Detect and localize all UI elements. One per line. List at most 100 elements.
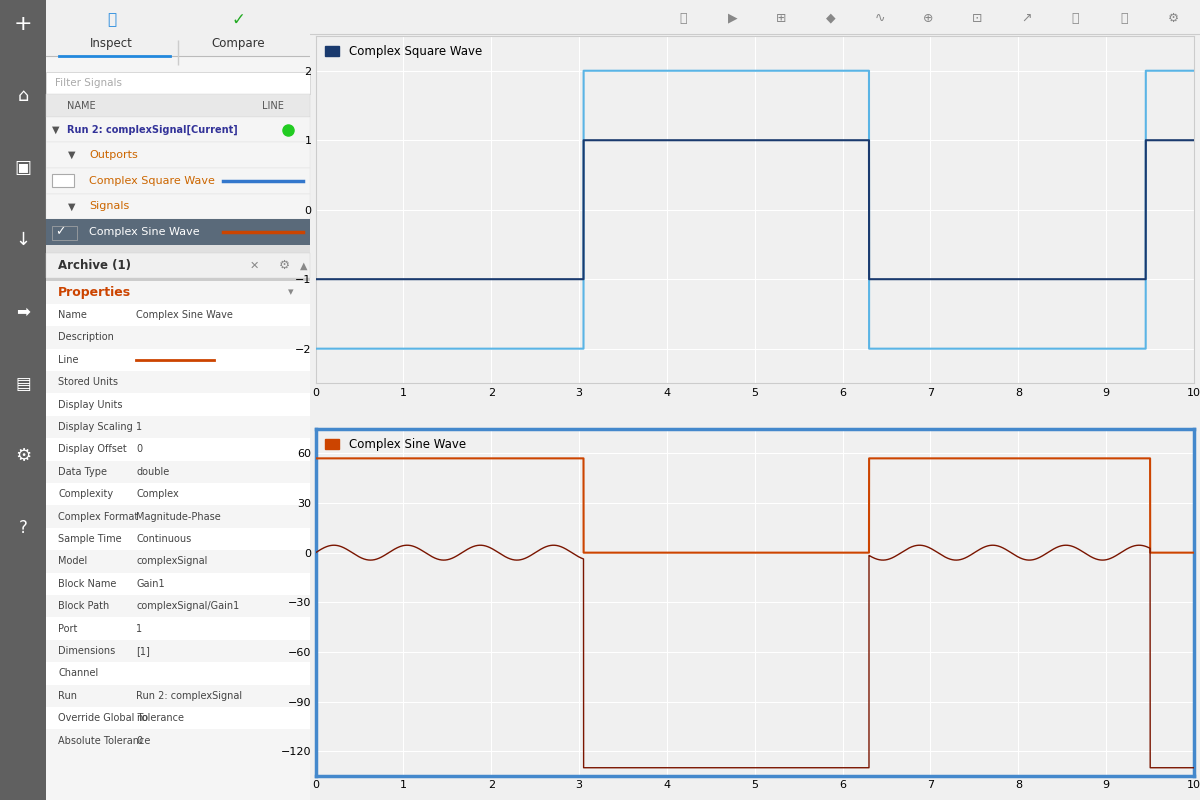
Bar xyxy=(46,483,310,506)
Bar xyxy=(46,685,310,707)
Bar xyxy=(46,349,310,371)
Bar xyxy=(46,0,310,800)
Text: Complex Format: Complex Format xyxy=(59,512,138,522)
Bar xyxy=(46,278,310,281)
Bar xyxy=(46,142,310,168)
Text: ⤢: ⤢ xyxy=(1072,11,1079,25)
Bar xyxy=(46,550,310,573)
Bar xyxy=(46,219,310,245)
Text: ✓: ✓ xyxy=(55,226,66,238)
Text: Magnitude-Phase: Magnitude-Phase xyxy=(137,512,221,522)
Text: ⊡: ⊡ xyxy=(972,11,983,25)
Text: Channel: Channel xyxy=(59,669,98,678)
Bar xyxy=(46,0,310,56)
Text: ▼: ▼ xyxy=(67,150,74,160)
Text: Override Global Tolerance: Override Global Tolerance xyxy=(59,714,185,723)
Text: Port: Port xyxy=(59,624,78,634)
Text: complexSignal/Gain1: complexSignal/Gain1 xyxy=(137,602,240,611)
Bar xyxy=(46,245,310,253)
Bar xyxy=(46,416,310,438)
Text: ▲: ▲ xyxy=(300,261,307,270)
Text: Description: Description xyxy=(59,333,114,342)
Text: ⊕: ⊕ xyxy=(923,11,934,25)
Bar xyxy=(52,174,73,187)
Text: ✕: ✕ xyxy=(250,261,258,270)
Bar xyxy=(46,72,310,94)
Bar xyxy=(46,281,310,304)
Text: Data Type: Data Type xyxy=(59,467,107,477)
Text: 🔍: 🔍 xyxy=(107,13,116,27)
Text: ▼: ▼ xyxy=(67,202,74,211)
Text: ✓: ✓ xyxy=(232,11,245,29)
Text: ↓: ↓ xyxy=(16,231,30,249)
Text: Outports: Outports xyxy=(89,150,138,160)
Text: Dimensions: Dimensions xyxy=(59,646,115,656)
Text: Block Name: Block Name xyxy=(59,579,116,589)
Text: Name: Name xyxy=(59,310,88,320)
Text: 1: 1 xyxy=(137,624,143,634)
Text: ⚙: ⚙ xyxy=(14,447,31,465)
Bar xyxy=(46,304,310,326)
Text: 0: 0 xyxy=(137,736,143,746)
Bar xyxy=(46,707,310,730)
Text: ⚙: ⚙ xyxy=(280,259,290,272)
Text: Filter Signals: Filter Signals xyxy=(55,78,122,88)
Text: 📷: 📷 xyxy=(1121,11,1128,25)
Bar xyxy=(46,662,310,685)
Text: Complex Square Wave: Complex Square Wave xyxy=(89,176,215,186)
Text: ▼: ▼ xyxy=(52,125,60,134)
Text: Complexity: Complexity xyxy=(59,490,113,499)
Bar xyxy=(52,226,77,240)
Text: [1]: [1] xyxy=(137,646,150,656)
Text: LINE: LINE xyxy=(262,101,283,110)
Bar xyxy=(0,0,46,800)
Text: complexSignal: complexSignal xyxy=(137,557,208,566)
Text: no: no xyxy=(137,714,149,723)
Text: Gain1: Gain1 xyxy=(137,579,164,589)
Text: ➡: ➡ xyxy=(16,303,30,321)
Text: Run 2: complexSignal[Current]: Run 2: complexSignal[Current] xyxy=(67,125,239,134)
Text: Complex Sine Wave: Complex Sine Wave xyxy=(89,227,199,237)
Text: ▤: ▤ xyxy=(16,375,31,393)
Text: Properties: Properties xyxy=(59,286,131,299)
Text: Absolute Tolerance: Absolute Tolerance xyxy=(59,736,150,746)
Text: Archive (1): Archive (1) xyxy=(59,259,131,272)
Text: Display Scaling: Display Scaling xyxy=(59,422,133,432)
Text: ∿: ∿ xyxy=(875,11,884,25)
Bar xyxy=(46,618,310,640)
Bar xyxy=(46,730,310,752)
Text: Complex: Complex xyxy=(137,490,179,499)
Bar xyxy=(46,595,310,618)
Text: Display Offset: Display Offset xyxy=(59,445,127,454)
Text: ✋: ✋ xyxy=(680,11,688,25)
Text: Block Path: Block Path xyxy=(59,602,109,611)
Text: Complex Sine Wave: Complex Sine Wave xyxy=(137,310,233,320)
Text: Line: Line xyxy=(59,355,79,365)
Bar xyxy=(46,253,310,278)
Text: Model: Model xyxy=(59,557,88,566)
Text: ▾: ▾ xyxy=(288,287,294,298)
Bar xyxy=(46,573,310,595)
Bar xyxy=(46,528,310,550)
Text: Inspect: Inspect xyxy=(90,38,133,50)
Bar xyxy=(46,506,310,528)
Text: ⌂: ⌂ xyxy=(17,87,29,105)
Text: Signals: Signals xyxy=(89,202,130,211)
Text: ◆: ◆ xyxy=(826,11,835,25)
Text: +: + xyxy=(13,14,32,34)
Bar xyxy=(46,326,310,349)
Bar xyxy=(46,94,310,117)
Bar xyxy=(46,438,310,461)
Text: NAME: NAME xyxy=(67,101,96,110)
Bar xyxy=(46,640,310,662)
Legend: Complex Sine Wave: Complex Sine Wave xyxy=(322,434,469,454)
Text: 1: 1 xyxy=(137,422,143,432)
Text: ?: ? xyxy=(18,519,28,537)
Text: Compare: Compare xyxy=(211,38,265,50)
Legend: Complex Square Wave: Complex Square Wave xyxy=(322,42,486,62)
Text: ↗: ↗ xyxy=(1021,11,1032,25)
Bar xyxy=(46,394,310,416)
Text: double: double xyxy=(137,467,169,477)
Text: Display Units: Display Units xyxy=(59,400,122,410)
Bar xyxy=(46,194,310,219)
